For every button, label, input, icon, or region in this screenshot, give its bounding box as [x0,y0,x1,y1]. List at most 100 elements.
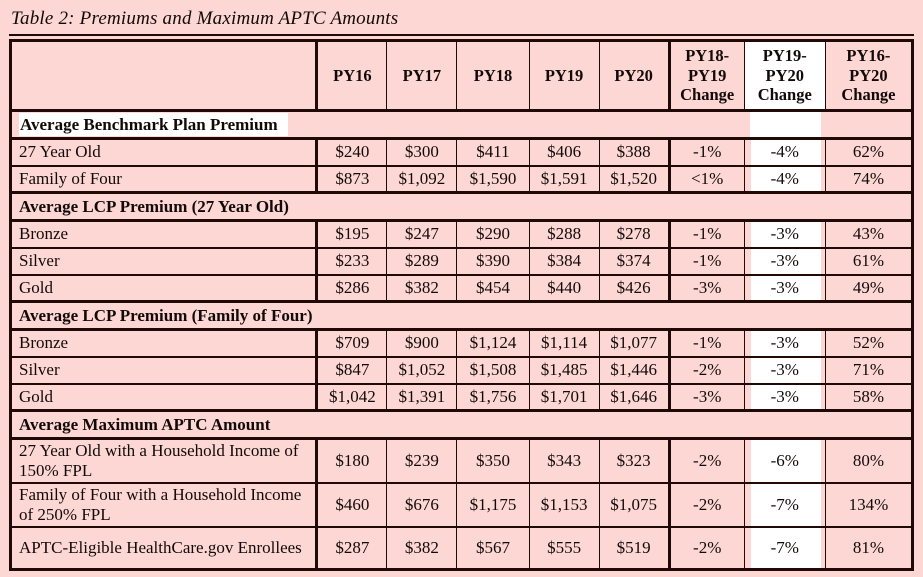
value-cell: $290 [456,219,530,249]
section-header-text: Average LCP Premium (27 Year Old) [19,196,289,216]
value-cell: $1,092 [386,164,458,194]
value-cell: $1,591 [528,164,600,194]
table-row: Silver $847 $1,052 $1,508 $1,485 $1,446 -2% -3%… [9,355,914,385]
value-cell: $374 [598,246,670,276]
value-cell: -1% [667,219,745,249]
table-row: Gold $286 $382 $454 $440 $426 -3% -3% 49% [9,273,914,303]
value-cell: 43% [824,219,914,249]
value-cell: -3% [743,246,826,276]
section-last-col-cell [825,109,914,140]
table-row: Bronze $709 $900 $1,124 $1,114 $1,077 -1% -3% 52… [9,328,914,358]
table-header: PY16 PY17 PY18 PY19 PY20 PY18- PY19 Change PY1… [9,39,914,112]
value-cell: $440 [528,273,600,303]
value-cell: -3% [743,382,826,412]
value-cell: $555 [528,526,600,571]
section-row: Average LCP Premium (27 Year Old) [10,191,914,222]
value-cell: $1,391 [386,382,458,412]
value-cell: $847 [315,355,388,385]
value-cell: 134% [824,482,914,529]
value-cell: -7% [743,526,826,571]
value-cell: $1,114 [528,328,600,358]
value-cell: $300 [386,137,458,167]
value-cell: $350 [456,437,530,485]
value-cell: $1,701 [528,382,600,412]
value-cell: $278 [598,219,670,249]
value-cell: $1,646 [598,382,670,412]
value-cell: -4% [743,164,826,194]
column-header-py18: PY18 [456,39,530,112]
row-label: APTC-Eligible HealthCare.gov Enrollees [9,526,318,571]
value-cell: -2% [667,482,745,529]
table-row: Family of Four $873 $1,092 $1,590 $1,591 $1,5… [9,164,914,194]
column-header-py17: PY17 [386,39,458,112]
section-header-text: Average LCP Premium (Family of Four) [19,305,313,325]
value-cell: $195 [315,219,388,249]
section-change-col-cell [744,191,826,222]
value-cell: -2% [667,526,745,571]
value-cell: $240 [315,137,388,167]
value-cell: $567 [456,526,530,571]
value-cell: -7% [743,482,826,529]
section-header-text: Average Maximum APTC Amount [19,414,271,434]
column-header-py16--py20-change: PY16- PY20 Change [824,39,914,112]
value-cell: $289 [386,246,458,276]
section-header-cell: Average Maximum APTC Amount [10,409,745,440]
value-cell: 58% [824,382,914,412]
value-cell: $1,042 [315,382,388,412]
value-cell: $460 [315,482,388,529]
column-header-py16: PY16 [315,39,388,112]
value-cell: -2% [667,355,745,385]
value-cell: $288 [528,219,600,249]
section-last-col-cell [825,191,914,222]
section-row: Average Benchmark Plan Premium [10,109,914,140]
section-header-cell: Average LCP Premium (27 Year Old) [10,191,745,222]
row-label: 27 Year Old with a Household Income of 1… [9,437,318,485]
value-cell: $180 [315,437,388,485]
table-title: Table 2: Premiums and Maximum APTC Amoun… [9,5,914,36]
column-header-py20: PY20 [598,39,670,112]
value-cell: $390 [456,246,530,276]
section-header-cell: Average Benchmark Plan Premium [10,109,745,140]
value-cell: $1,508 [456,355,530,385]
value-cell: 62% [824,137,914,167]
value-cell: -6% [743,437,826,485]
value-cell: $247 [386,219,458,249]
value-cell: -4% [743,137,826,167]
value-cell: -3% [743,328,826,358]
value-cell: $709 [315,328,388,358]
section-row: Average Maximum APTC Amount [10,409,914,440]
table-row: 27 Year Old $240 $300 $411 $406 $388 -1% -4% 62% [9,137,914,167]
value-cell: $1,485 [528,355,600,385]
table-row: Bronze $195 $247 $290 $288 $278 -1% -3% 43% [9,219,914,249]
value-cell: -2% [667,437,745,485]
section-header-text: Average Benchmark Plan Premium [19,112,288,136]
value-cell: $233 [315,246,388,276]
value-cell: $676 [386,482,458,529]
value-cell: -3% [743,219,826,249]
value-cell: $1,124 [456,328,530,358]
row-label: Gold [9,382,318,412]
section-change-col-cell [744,409,826,440]
section-last-col-cell [825,300,914,331]
row-label: Gold [9,273,318,303]
value-cell: $873 [315,164,388,194]
value-cell: $1,175 [456,482,530,529]
table-row: Silver $233 $289 $390 $384 $374 -1% -3% 61% [9,246,914,276]
section-change-col-cell [744,109,826,140]
value-cell: $1,520 [598,164,670,194]
value-cell: 61% [824,246,914,276]
value-cell: -3% [743,355,826,385]
value-cell: $406 [528,137,600,167]
premiums-aptc-table: PY16 PY17 PY18 PY19 PY20 PY18- PY19 Change PY1… [9,39,914,571]
value-cell: $1,077 [598,328,670,358]
column-header-py19: PY19 [528,39,600,112]
value-cell: <1% [667,164,745,194]
section-row: Average LCP Premium (Family of Four) [10,300,914,331]
value-cell: 81% [824,526,914,571]
value-cell: 74% [824,164,914,194]
value-cell: -3% [667,273,745,303]
section-last-col-cell [825,409,914,440]
value-cell: $323 [598,437,670,485]
row-label: Bronze [9,219,318,249]
